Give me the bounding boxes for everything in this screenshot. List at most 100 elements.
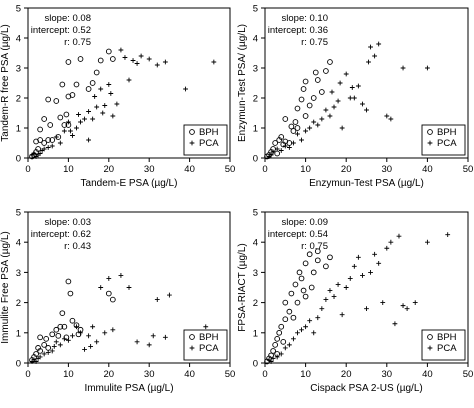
pca-point [343, 285, 349, 290]
pca-point [319, 306, 325, 312]
pca-point [150, 333, 156, 339]
pca-point [86, 333, 91, 339]
bph-point [53, 326, 60, 333]
slope-label: slope: 0.10 [282, 13, 328, 24]
pca-point [102, 103, 108, 108]
bph-point [282, 316, 289, 323]
slope-label: slope: 0.08 [45, 13, 91, 24]
x-tick-label: 50 [225, 369, 236, 380]
bph-point [33, 351, 39, 357]
pca-point [364, 306, 369, 312]
y-axis-title: FPSA-RIACT (µg/L) [237, 243, 248, 331]
y-tick-label: 2 [253, 94, 258, 105]
bph-point [49, 137, 56, 143]
pca-point [331, 294, 337, 299]
bph-point [314, 248, 321, 255]
bph-point [35, 146, 41, 152]
pca-point [66, 119, 71, 125]
pca-point [274, 354, 280, 360]
pca-point [88, 343, 94, 349]
pca-point [70, 133, 75, 138]
pca-point [303, 324, 308, 330]
legend-plus-marker [427, 345, 433, 351]
bph-point [323, 68, 329, 74]
pca-point [303, 128, 308, 134]
r-label: r: 0.43 [64, 241, 91, 252]
bph-point [282, 299, 289, 306]
pca-point [337, 80, 343, 86]
bph-point [65, 278, 72, 285]
bph-point [290, 314, 297, 321]
y-tick-label: 5 [16, 4, 21, 15]
pca-point [372, 53, 378, 59]
bph-point [272, 342, 279, 348]
pca-point [98, 285, 104, 290]
bph-point [294, 125, 301, 131]
bph-point [43, 335, 50, 342]
x-tick-label: 40 [184, 164, 195, 175]
pca-point [66, 337, 71, 343]
x-tick-label: 30 [382, 369, 393, 380]
legend-label: BPH [437, 127, 457, 138]
bph-point [302, 113, 309, 119]
pca-point [94, 104, 100, 110]
pca-point [118, 47, 124, 53]
pca-point [100, 110, 106, 116]
pca-point [134, 339, 140, 345]
pca-point [425, 239, 430, 245]
pca-point [327, 113, 333, 119]
pca-point [400, 303, 406, 309]
pca-point [347, 276, 353, 281]
y-tick-label: 4 [16, 238, 21, 249]
bph-point [276, 329, 283, 336]
pca-point [57, 140, 63, 146]
pca-point [74, 324, 79, 330]
pca-point [203, 324, 209, 330]
bph-point [294, 299, 301, 306]
x-tick-label: 10 [300, 369, 311, 380]
pca-point [37, 354, 43, 360]
pca-point [31, 151, 37, 156]
legend-plus-marker [427, 140, 433, 146]
bph-point [37, 334, 43, 341]
bph-point [97, 57, 104, 64]
bph-point [41, 116, 48, 122]
bph-point [109, 296, 116, 303]
pca-point [92, 94, 98, 99]
pca-point [268, 152, 274, 158]
bph-point [105, 290, 112, 297]
pca-point [126, 285, 132, 290]
bph-point [41, 342, 48, 348]
chart-panel-4: 0 10 20 30 40 50 0 1 2 3 4 5 Cispack PSA 2-US (µg/L)… [237, 208, 473, 395]
bph-point [45, 137, 52, 143]
pca-point [364, 107, 369, 113]
bph-point [270, 348, 276, 354]
pca-point [380, 300, 386, 305]
bph-point [65, 59, 72, 65]
y-tick-label: 3 [16, 268, 21, 279]
legend-circle-marker [427, 334, 433, 340]
legend-plus-marker [189, 345, 195, 351]
pca-point [343, 71, 349, 77]
y-tick-label: 2 [253, 298, 258, 309]
bph-point [312, 69, 319, 76]
pca-point [102, 330, 108, 336]
y-axis-title: Tandem-R free PSA (µg/L) [0, 24, 11, 141]
chart-panel-1: 0 10 20 30 40 50 0 1 2 3 4 5 Tandem-E PSA (µg/L) Tand… [0, 4, 235, 190]
bph-point [314, 77, 321, 83]
bph-point [296, 269, 303, 276]
pca-point [323, 297, 329, 302]
pca-point [291, 336, 296, 342]
bph-point [272, 140, 279, 146]
pca-point [311, 119, 317, 125]
bph-point [53, 98, 60, 104]
bph-point [73, 81, 80, 88]
bph-point [45, 96, 52, 103]
x-tick-label: 0 [262, 369, 267, 380]
pca-point [51, 343, 57, 349]
bph-point [37, 137, 43, 143]
pca-point [335, 282, 341, 287]
